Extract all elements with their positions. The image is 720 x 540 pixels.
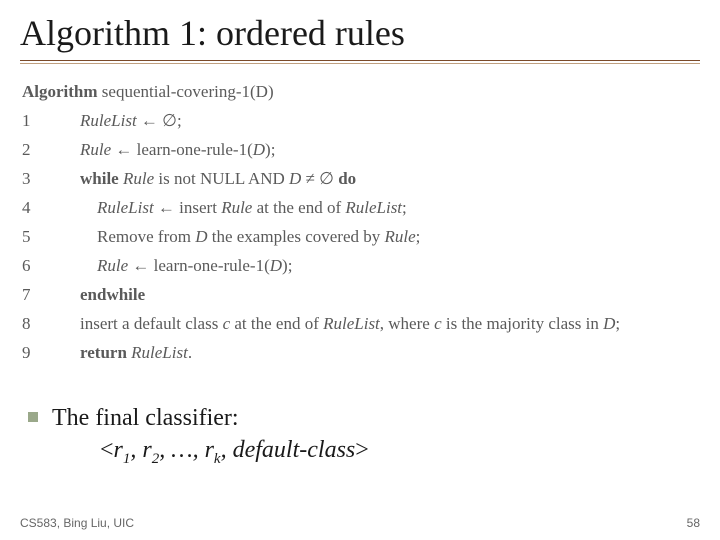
algorithm-keyword: Algorithm <box>22 82 98 101</box>
line-number: 2 <box>22 139 48 162</box>
slide: Algorithm 1: ordered rules Algorithm seq… <box>0 0 720 540</box>
title-rule-top <box>20 60 700 61</box>
footer: CS583, Bing Liu, UIC 58 <box>20 516 700 530</box>
algorithm-line: while Rule is not NULL AND D ≠ ∅ do <box>48 168 700 191</box>
classifier-label: The final classifier: <box>52 402 239 434</box>
algorithm-line: insert a default class c at the end of R… <box>48 313 700 336</box>
algorithm-line: Rule ← learn-one-rule-1(D); <box>48 139 700 162</box>
bullet-icon <box>28 412 38 422</box>
page-title: Algorithm 1: ordered rules <box>20 12 700 60</box>
algorithm-line: endwhile <box>48 284 700 307</box>
line-number: 8 <box>22 313 48 336</box>
algorithm-line: RuleList ← ∅; <box>48 110 700 133</box>
title-rule-bottom <box>20 63 700 64</box>
line-number: 4 <box>22 197 48 220</box>
classifier-expression: <r1, r2, …, rk, default-class> <box>100 437 700 468</box>
line-number: 5 <box>22 226 48 249</box>
line-number: 9 <box>22 342 48 365</box>
algorithm-header: Algorithm sequential-covering-1(D) <box>22 82 700 102</box>
line-number: 3 <box>22 168 48 191</box>
classifier-block: The final classifier: <r1, r2, …, rk, de… <box>28 402 700 467</box>
algorithm-line: RuleList ← insert Rule at the end of Rul… <box>48 197 700 220</box>
line-number: 1 <box>22 110 48 133</box>
line-number: 7 <box>22 284 48 307</box>
footer-page-number: 58 <box>687 516 700 530</box>
algorithm-line: return RuleList. <box>48 342 700 365</box>
bullet-row: The final classifier: <box>28 402 700 434</box>
line-number: 6 <box>22 255 48 278</box>
footer-left: CS583, Bing Liu, UIC <box>20 516 134 530</box>
algorithm-block: Algorithm sequential-covering-1(D) 1Rule… <box>22 82 700 364</box>
algorithm-line: Rule ← learn-one-rule-1(D); <box>48 255 700 278</box>
algorithm-line: Remove from D the examples covered by Ru… <box>48 226 700 249</box>
algorithm-name: sequential-covering-1(D) <box>102 82 274 101</box>
algorithm-lines: 1RuleList ← ∅;2Rule ← learn-one-rule-1(D… <box>22 110 700 364</box>
